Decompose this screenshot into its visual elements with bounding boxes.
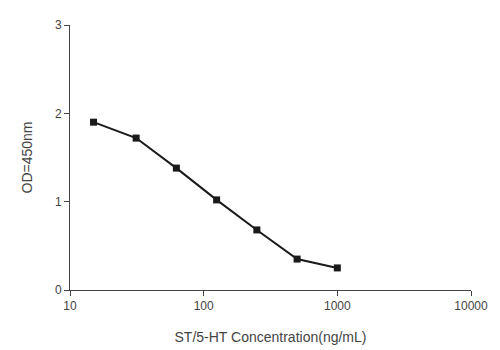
svg-text:10: 10 <box>63 299 77 313</box>
svg-text:2: 2 <box>55 107 62 121</box>
svg-text:0: 0 <box>55 283 62 297</box>
svg-text:3: 3 <box>55 18 62 32</box>
svg-text:10000: 10000 <box>454 299 488 313</box>
svg-text:ST/5-HT Concentration(ng/mL): ST/5-HT Concentration(ng/mL) <box>175 329 367 345</box>
svg-text:OD=450nm: OD=450nm <box>19 122 35 194</box>
svg-text:100: 100 <box>194 299 214 313</box>
svg-text:1: 1 <box>55 195 62 209</box>
svg-text:1000: 1000 <box>324 299 351 313</box>
